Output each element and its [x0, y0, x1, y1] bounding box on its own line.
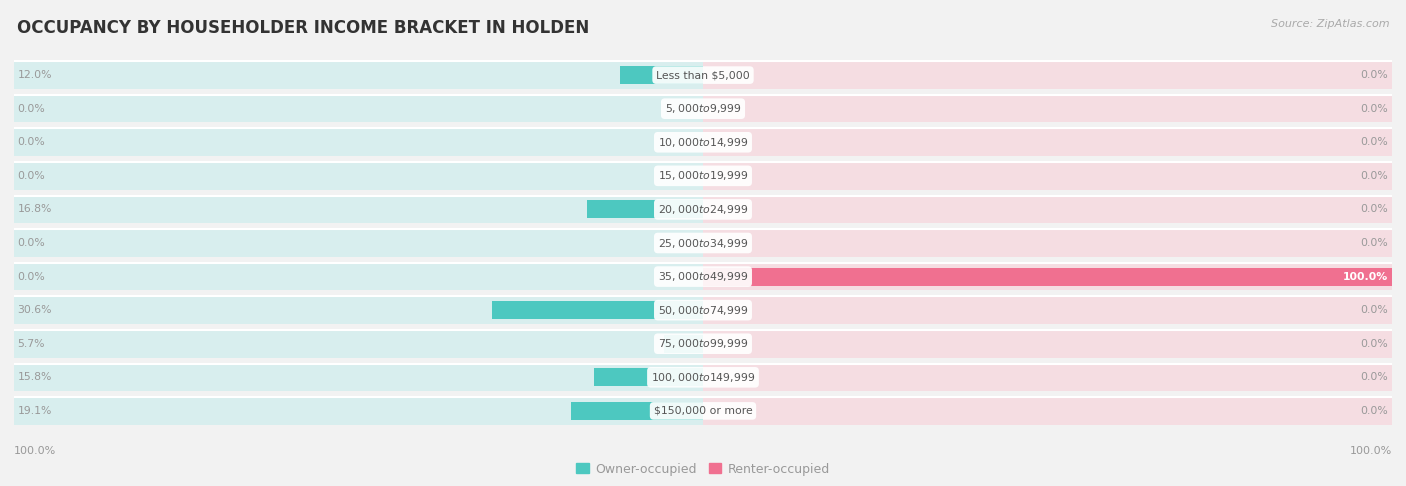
Text: Less than $5,000: Less than $5,000 — [657, 70, 749, 80]
Legend: Owner-occupied, Renter-occupied: Owner-occupied, Renter-occupied — [571, 457, 835, 481]
Text: 100.0%: 100.0% — [1343, 272, 1389, 281]
Text: OCCUPANCY BY HOUSEHOLDER INCOME BRACKET IN HOLDEN: OCCUPANCY BY HOUSEHOLDER INCOME BRACKET … — [17, 19, 589, 37]
Bar — [14, 162, 703, 190]
Text: $35,000 to $49,999: $35,000 to $49,999 — [658, 270, 748, 283]
Text: 100.0%: 100.0% — [14, 446, 56, 456]
Bar — [664, 335, 703, 353]
Text: 16.8%: 16.8% — [17, 205, 52, 214]
Bar — [14, 397, 703, 425]
Text: $5,000 to $9,999: $5,000 to $9,999 — [665, 102, 741, 115]
Text: 0.0%: 0.0% — [1361, 406, 1389, 416]
Bar — [571, 402, 703, 420]
Text: 100.0%: 100.0% — [1350, 446, 1392, 456]
Text: 30.6%: 30.6% — [17, 305, 52, 315]
Text: 0.0%: 0.0% — [17, 104, 45, 114]
Bar — [703, 268, 1392, 286]
Bar — [14, 196, 703, 223]
Bar — [703, 364, 1392, 391]
Bar — [14, 330, 703, 358]
Text: $20,000 to $24,999: $20,000 to $24,999 — [658, 203, 748, 216]
Text: 0.0%: 0.0% — [17, 171, 45, 181]
Bar — [14, 128, 703, 156]
Bar — [492, 301, 703, 319]
Bar — [703, 128, 1392, 156]
Text: $150,000 or more: $150,000 or more — [654, 406, 752, 416]
Text: $15,000 to $19,999: $15,000 to $19,999 — [658, 169, 748, 182]
Text: 0.0%: 0.0% — [1361, 238, 1389, 248]
Text: 0.0%: 0.0% — [1361, 70, 1389, 80]
Text: 0.0%: 0.0% — [1361, 171, 1389, 181]
Bar — [703, 330, 1392, 358]
Bar — [14, 61, 703, 89]
Text: 0.0%: 0.0% — [1361, 339, 1389, 349]
Text: 15.8%: 15.8% — [17, 372, 52, 382]
Bar — [595, 368, 703, 386]
Bar — [14, 229, 703, 257]
Text: 19.1%: 19.1% — [17, 406, 52, 416]
Text: 0.0%: 0.0% — [17, 238, 45, 248]
Text: 0.0%: 0.0% — [17, 272, 45, 281]
Text: $100,000 to $149,999: $100,000 to $149,999 — [651, 371, 755, 384]
Text: Source: ZipAtlas.com: Source: ZipAtlas.com — [1271, 19, 1389, 30]
Bar — [703, 61, 1392, 89]
Bar — [703, 296, 1392, 324]
Bar — [14, 296, 703, 324]
Bar — [703, 229, 1392, 257]
Text: $75,000 to $99,999: $75,000 to $99,999 — [658, 337, 748, 350]
Text: 0.0%: 0.0% — [17, 137, 45, 147]
Text: $10,000 to $14,999: $10,000 to $14,999 — [658, 136, 748, 149]
Bar — [14, 95, 703, 122]
Bar — [620, 66, 703, 84]
Bar — [703, 162, 1392, 190]
Text: 0.0%: 0.0% — [1361, 104, 1389, 114]
Bar — [14, 263, 703, 290]
Text: 12.0%: 12.0% — [17, 70, 52, 80]
Text: 0.0%: 0.0% — [1361, 372, 1389, 382]
Bar — [703, 196, 1392, 223]
Bar — [703, 95, 1392, 122]
Bar — [14, 364, 703, 391]
Text: 0.0%: 0.0% — [1361, 305, 1389, 315]
Text: $50,000 to $74,999: $50,000 to $74,999 — [658, 304, 748, 317]
Text: $25,000 to $34,999: $25,000 to $34,999 — [658, 237, 748, 249]
Bar — [703, 397, 1392, 425]
Text: 0.0%: 0.0% — [1361, 137, 1389, 147]
Text: 5.7%: 5.7% — [17, 339, 45, 349]
Text: 0.0%: 0.0% — [1361, 205, 1389, 214]
Bar — [588, 200, 703, 218]
Bar — [703, 263, 1392, 290]
